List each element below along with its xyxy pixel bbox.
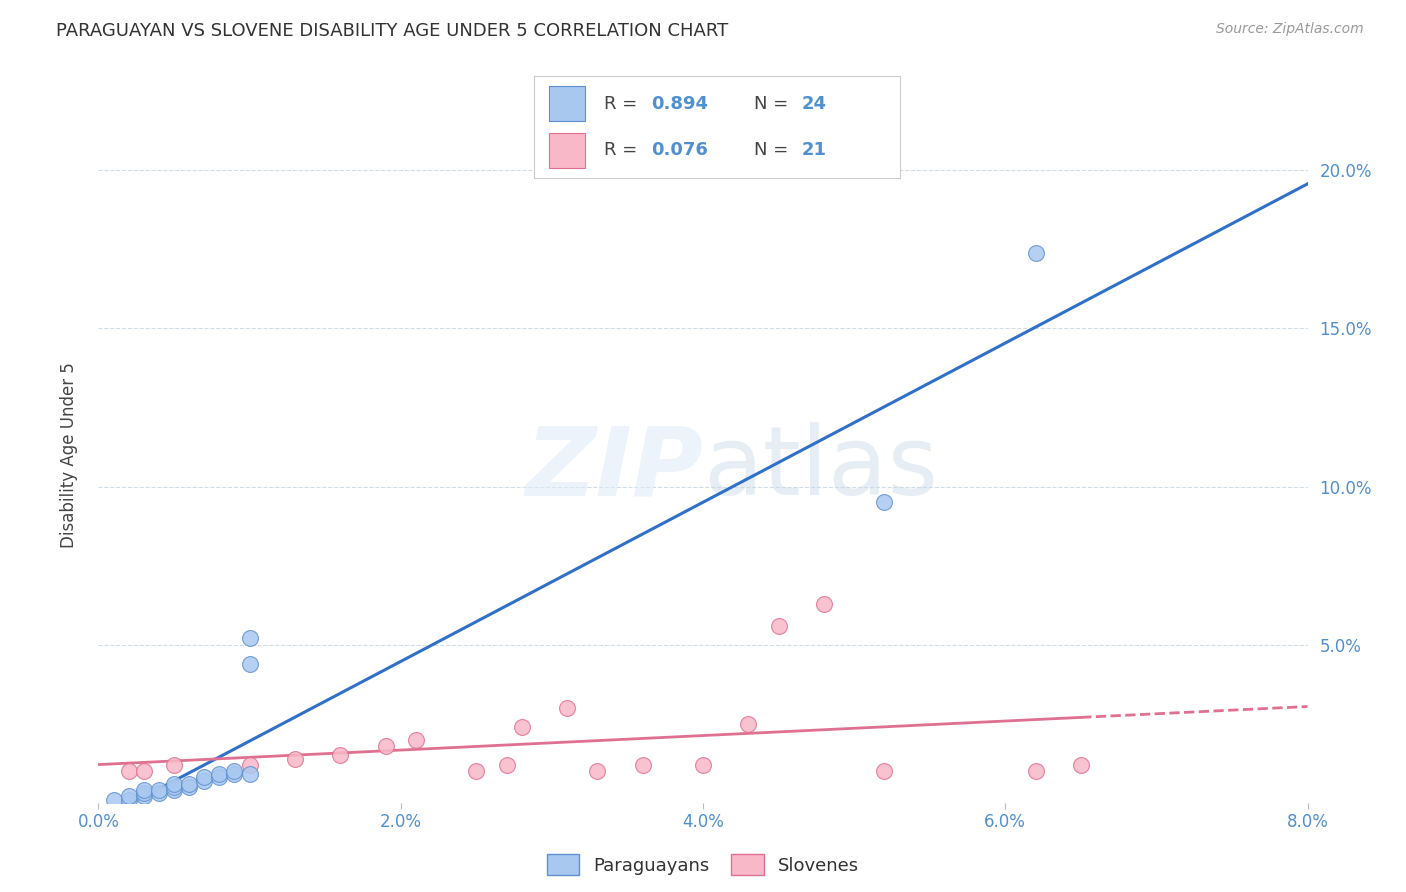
Point [208,767,231,781]
Point [284,751,307,765]
Text: PARAGUAYAN VS SLOVENE DISABILITY AGE UNDER 5 CORRELATION CHART: PARAGUAYAN VS SLOVENE DISABILITY AGE UND… [56,22,728,40]
Point [329,748,352,763]
Point [510,720,533,734]
Point [692,757,714,772]
Point [179,780,201,794]
Point [374,739,396,753]
Y-axis label: Disability Age Under 5: Disability Age Under 5 [59,362,77,548]
Point [495,757,517,772]
Text: atlas: atlas [703,422,938,516]
Point [103,792,125,806]
Point [1025,764,1047,779]
Point [465,764,488,779]
Point [239,757,262,772]
Text: 0.076: 0.076 [651,141,709,159]
Point [118,792,141,806]
Point [163,783,186,797]
Text: R =: R = [603,95,643,112]
Point [768,618,790,632]
Point [224,764,246,779]
Point [873,495,896,509]
Point [555,701,578,715]
Text: 21: 21 [801,141,827,159]
Point [193,771,215,785]
Text: ZIP: ZIP [524,422,703,516]
Text: N =: N = [754,95,793,112]
Legend: Paraguayans, Slovenes: Paraguayans, Slovenes [537,846,869,884]
Point [148,786,170,800]
Point [873,764,896,779]
Point [208,771,231,785]
Point [163,777,186,791]
Point [239,767,262,781]
Point [132,783,155,797]
Point [132,789,155,804]
FancyBboxPatch shape [548,133,585,168]
Point [1070,757,1092,772]
Point [118,789,141,804]
Point [132,786,155,800]
Text: N =: N = [754,141,793,159]
Point [239,632,262,646]
Point [405,732,427,747]
Point [224,767,246,781]
Point [1025,245,1047,260]
Point [239,657,262,671]
FancyBboxPatch shape [548,87,585,121]
Point [163,780,186,794]
Point [163,757,186,772]
Point [193,773,215,788]
Point [118,764,141,779]
Text: R =: R = [603,141,643,159]
Point [737,716,759,731]
Point [813,597,835,611]
Point [586,764,609,779]
Text: Source: ZipAtlas.com: Source: ZipAtlas.com [1216,22,1364,37]
Point [132,764,155,779]
Text: 24: 24 [801,95,827,112]
Point [148,783,170,797]
Point [631,757,654,772]
Text: 0.894: 0.894 [651,95,709,112]
Point [179,777,201,791]
